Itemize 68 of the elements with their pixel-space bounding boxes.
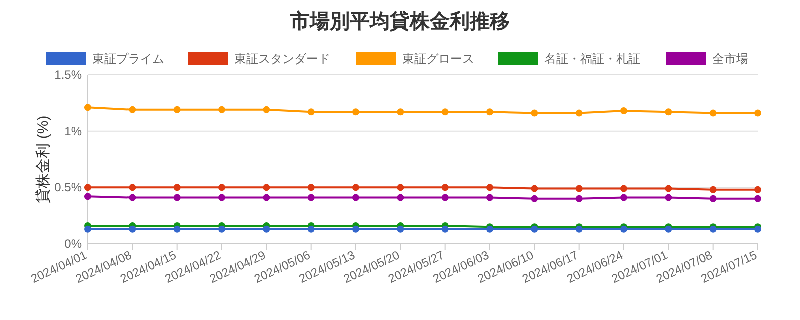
y-tick-label: 1% (64, 124, 82, 138)
point (84, 226, 92, 233)
point (308, 108, 315, 116)
point (174, 184, 181, 192)
legend-label: 東証グロース (402, 52, 474, 66)
point (442, 194, 449, 202)
point (486, 108, 494, 116)
point (174, 194, 181, 202)
point (129, 194, 136, 202)
point (397, 194, 404, 202)
point (754, 110, 762, 117)
point (486, 184, 494, 192)
point (442, 184, 449, 192)
point (754, 186, 762, 194)
legend-label: 東証スタンダード (234, 52, 330, 66)
point (620, 194, 628, 202)
point (352, 194, 360, 202)
point (576, 195, 583, 202)
point (710, 110, 717, 117)
chart-title: 市場別平均貸株金利推移 (289, 10, 510, 33)
point (308, 184, 315, 192)
point (84, 193, 92, 200)
point (397, 184, 404, 192)
legend-label: 全市場 (712, 52, 748, 66)
point (129, 226, 136, 233)
point (620, 108, 628, 115)
point (84, 104, 92, 112)
point (218, 194, 226, 202)
point (352, 108, 360, 116)
point (308, 226, 315, 233)
point (263, 106, 270, 114)
point (263, 226, 270, 233)
point (397, 226, 404, 233)
point (531, 110, 538, 117)
point (710, 195, 717, 202)
point (442, 108, 449, 116)
point (665, 108, 672, 116)
point (665, 194, 672, 202)
point (486, 194, 494, 202)
point (352, 184, 360, 192)
point (754, 195, 762, 202)
point (84, 184, 92, 192)
point (576, 110, 583, 117)
point (710, 186, 717, 194)
y-tick-label: 1.5% (54, 68, 82, 82)
point (263, 194, 270, 202)
point (218, 184, 226, 192)
point (531, 185, 538, 192)
point (352, 226, 360, 233)
point (576, 185, 583, 192)
point (397, 108, 404, 116)
legend-label: 東証プライム (92, 52, 164, 66)
legend-label: 名証・福証・札証 (544, 52, 640, 66)
point (174, 226, 181, 233)
point (531, 195, 538, 202)
point (308, 194, 315, 202)
point (218, 106, 226, 114)
point (129, 106, 136, 114)
y-tick-label: 0.5% (54, 180, 82, 195)
y-tick-label: 0% (64, 237, 82, 251)
point (442, 226, 449, 233)
point (218, 226, 226, 233)
point (665, 185, 672, 192)
point (174, 106, 181, 114)
point (620, 185, 628, 192)
point (263, 184, 270, 192)
y-axis-title: 貸株金利 (%) (35, 116, 52, 204)
point (129, 184, 136, 192)
